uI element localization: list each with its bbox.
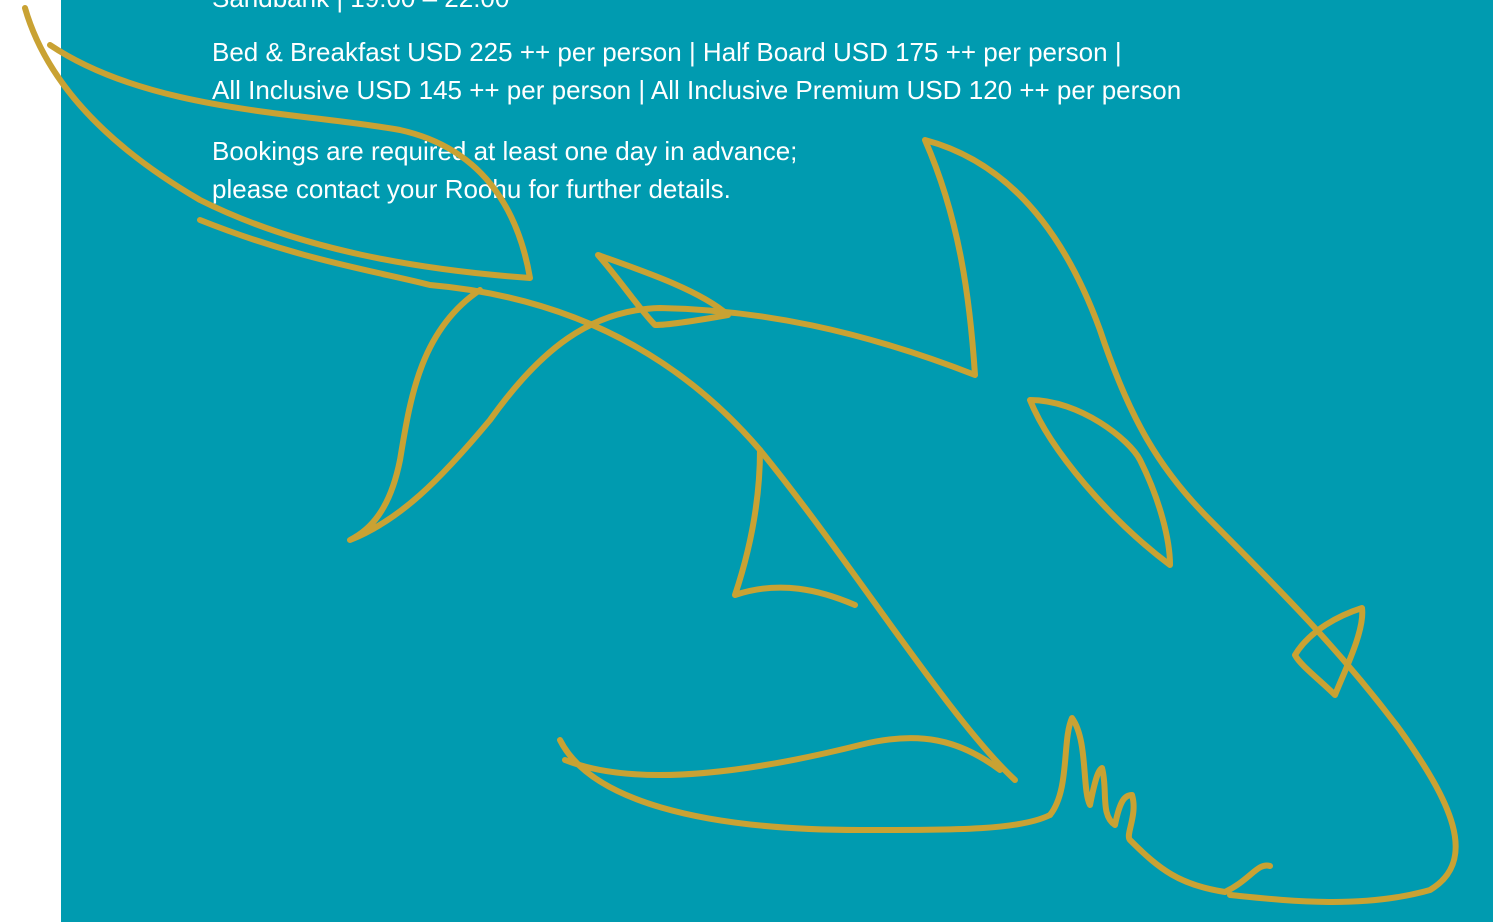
mouth bbox=[1050, 718, 1270, 892]
body bbox=[350, 140, 1456, 902]
second-fin bbox=[1030, 400, 1170, 565]
shark-illustration bbox=[0, 0, 1493, 922]
page: Sandbank | 19:00 – 22:00 Bed & Breakfast… bbox=[0, 0, 1493, 922]
back-line bbox=[200, 220, 1015, 780]
tail bbox=[25, 8, 530, 278]
belly-upper bbox=[565, 738, 1000, 775]
pectoral-fin bbox=[735, 450, 855, 605]
